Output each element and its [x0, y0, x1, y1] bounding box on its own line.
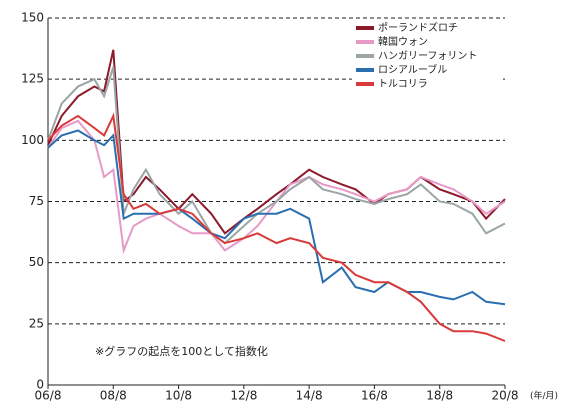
x-tick-label: 16/8	[361, 389, 388, 403]
y-tick-label: 75	[29, 194, 44, 208]
x-tick-label: 14/8	[296, 389, 323, 403]
x-unit: (年/月)	[530, 390, 558, 402]
series-line	[47, 129, 506, 306]
x-tick-label: 18/8	[426, 389, 453, 403]
y-tick-label: 125	[21, 72, 44, 86]
x-tick-label: 08/8	[100, 389, 127, 403]
x-tick-label: 20/8	[492, 389, 519, 403]
y-tick-label: 150	[21, 11, 44, 25]
legend-box	[352, 20, 502, 96]
x-tick-label: 12/8	[230, 389, 257, 403]
x-tick-label: 06/8	[35, 389, 62, 403]
y-tick-label: 0	[36, 378, 44, 392]
series-line	[47, 112, 506, 342]
series-line	[47, 119, 506, 255]
y-tick-label: 100	[21, 133, 44, 147]
y-tick-label: 25	[29, 316, 44, 330]
x-tick-label: 10/8	[165, 389, 192, 403]
legend-label: ロシアルーブル	[378, 63, 447, 76]
y-tick-label: 50	[29, 255, 44, 269]
legend-label: トルコリラ	[378, 78, 428, 90]
legend-label: ポーランドズロチ	[378, 21, 458, 34]
legend-label: 韓国ウォン	[378, 36, 428, 48]
annotation: ※グラフの起点を100として指数化	[95, 344, 268, 358]
legend-label: ハンガリーフォリント	[378, 50, 477, 62]
